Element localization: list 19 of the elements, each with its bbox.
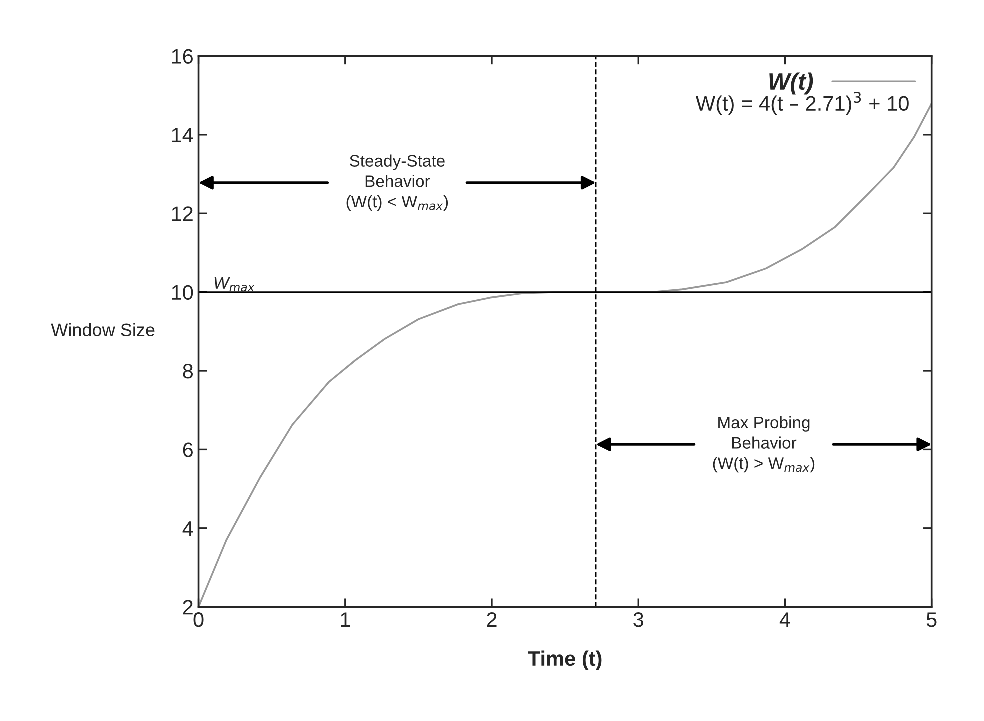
y-tick-label: 14 bbox=[172, 128, 194, 142]
x-tick-label: 3 bbox=[634, 612, 644, 628]
x-axis-title: Time (t) bbox=[528, 650, 602, 670]
x-tick-label: 4 bbox=[780, 612, 790, 628]
y-tick-label: 2 bbox=[183, 600, 193, 615]
y-tick-label: 4 bbox=[182, 522, 194, 536]
x-tick-label: 0 bbox=[194, 612, 204, 628]
ref-line-label: W$_{max}$ bbox=[214, 277, 255, 292]
x-tick-label: 2 bbox=[487, 612, 497, 628]
annotation: Max Probing Behavior (W(t) > W$_{max}$) bbox=[713, 416, 815, 473]
y-tick-label: 8 bbox=[183, 364, 193, 379]
y-tick-label: 16 bbox=[172, 49, 193, 64]
y-tick-label: 6 bbox=[183, 442, 193, 458]
annotation: Steady-State Behavior (W(t) < W$_{max}$) bbox=[346, 154, 448, 212]
y-axis-title: Window Size bbox=[51, 323, 155, 337]
x-tick-label: 1 bbox=[341, 612, 350, 628]
y-tick-label: 12 bbox=[172, 206, 193, 222]
y-tick-label: 10 bbox=[172, 285, 194, 300]
x-tick-label: 5 bbox=[926, 612, 937, 628]
